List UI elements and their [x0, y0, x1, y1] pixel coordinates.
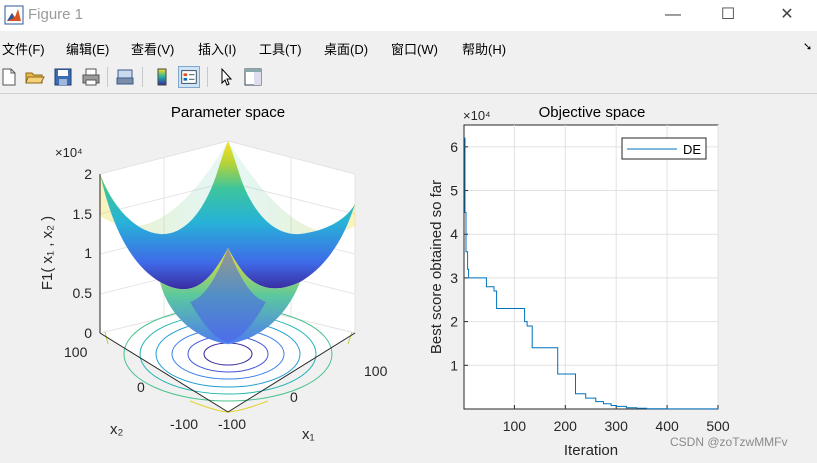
- x-tick-label: 500: [706, 418, 730, 434]
- legend-label-de: DE: [683, 142, 701, 157]
- y-tick-label: 2: [450, 314, 458, 330]
- menu-view[interactable]: 查看(V): [131, 42, 175, 57]
- toolbar: [0, 63, 817, 94]
- left-plot-title: Parameter space: [171, 104, 285, 121]
- save-icon[interactable]: [52, 66, 74, 88]
- chart-grid: [464, 125, 719, 409]
- x1-tick-label: 100: [364, 363, 388, 379]
- new-file-icon[interactable]: [0, 66, 20, 88]
- menu-desktop[interactable]: 桌面(D): [324, 42, 369, 57]
- property-editor-icon[interactable]: [242, 66, 264, 88]
- y-axis-label: Best score obtained so far: [428, 180, 445, 354]
- y-exponent-label: ×10⁴: [463, 108, 491, 123]
- y-tick-label: 5: [450, 183, 458, 199]
- x1-axis-label: x₁: [302, 426, 315, 443]
- z-tick-label: 0.5: [73, 285, 93, 301]
- x1-tick-label: 0: [290, 389, 298, 405]
- y-tick-label: 6: [450, 139, 458, 155]
- z-tick-label: 1.5: [73, 206, 93, 222]
- y-tick-label: 1: [450, 357, 458, 373]
- x-tick-label: 300: [605, 418, 629, 434]
- figure-svg: Parameter space: [39, 104, 788, 459]
- y-tick-label: 4: [450, 226, 458, 242]
- z-axis: 2 1.5 1 0.5 0: [73, 166, 101, 341]
- x-tick-label: 100: [503, 418, 527, 434]
- z-tick-label: 0: [84, 325, 92, 341]
- z-exponent-label: ×10⁴: [55, 145, 83, 160]
- y-tick-label: 3: [450, 270, 458, 286]
- print-icon[interactable]: [80, 66, 102, 88]
- toolbar-separator: [107, 67, 108, 87]
- menu-insert[interactable]: 插入(I): [198, 42, 237, 57]
- watermark-text: CSDN @zoTzwMMFv: [670, 435, 788, 449]
- z-axis-label: F1( x₁ , x₂ ): [39, 216, 56, 290]
- open-folder-icon[interactable]: [24, 66, 46, 88]
- print-preview-icon[interactable]: [114, 66, 136, 88]
- x1-axis-line: [227, 332, 356, 413]
- legend-icon[interactable]: [178, 66, 200, 88]
- matlab-logo-icon: [4, 5, 24, 25]
- series-line-de: [464, 137, 719, 410]
- x2-tick-label: -100: [170, 416, 198, 432]
- maximize-button[interactable]: ☐: [720, 6, 736, 23]
- menu-window[interactable]: 窗口(W): [391, 42, 438, 57]
- title-bar: Figure 1 — ☐ ✕: [0, 0, 817, 31]
- x-axis: 100 200 300 400 500: [503, 405, 730, 434]
- close-button[interactable]: ✕: [780, 6, 794, 23]
- menu-file[interactable]: 文件(F): [2, 42, 45, 57]
- x2-tick-label: 0: [137, 379, 145, 395]
- y-axis: 1 2 3 4 5 6: [450, 139, 468, 373]
- chart-legend[interactable]: DE: [621, 137, 707, 160]
- x2-axis-label: x₂: [110, 421, 124, 438]
- surface-back-lobes: [100, 141, 355, 290]
- x1-tick-label: -100: [218, 416, 246, 432]
- figure-canvas: Parameter space: [0, 96, 817, 459]
- pointer-icon[interactable]: [215, 66, 237, 88]
- x-axis-label: Iteration: [564, 442, 618, 458]
- menu-bar: 文件(F) 编辑(E) 查看(V) 插入(I) 工具(T) 桌面(D) 窗口(W…: [0, 36, 817, 58]
- x2-axis-line: [99, 332, 229, 413]
- x2-axis: 100 0 -100: [64, 344, 198, 432]
- x2-tick-label: 100: [64, 344, 88, 360]
- menu-tools[interactable]: 工具(T): [259, 42, 302, 57]
- menu-help[interactable]: 帮助(H): [462, 42, 507, 57]
- toolbar-separator: [207, 67, 208, 87]
- surface-minimum: [190, 248, 266, 342]
- menu-edit[interactable]: 编辑(E): [66, 42, 110, 57]
- chart-title: Objective space: [539, 104, 646, 121]
- colorbar-icon[interactable]: [151, 66, 173, 88]
- z-tick-label: 1: [84, 245, 92, 261]
- minimize-button[interactable]: —: [665, 6, 681, 23]
- plot-area: [463, 124, 719, 410]
- dock-arrow-icon[interactable]: ➘: [803, 41, 813, 53]
- window-title: Figure 1: [28, 6, 84, 23]
- x-tick-label: 200: [554, 418, 578, 434]
- x1-axis: -100 0 100: [218, 363, 388, 432]
- z-tick-label: 2: [84, 166, 92, 182]
- toolbar-separator: [142, 67, 143, 87]
- x-tick-label: 400: [655, 418, 679, 434]
